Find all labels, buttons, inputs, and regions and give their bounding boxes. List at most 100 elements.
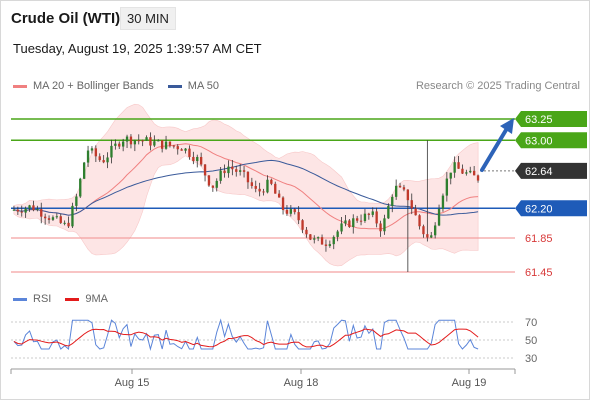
moving-averages xyxy=(13,143,479,230)
candle-106 xyxy=(426,140,429,242)
current-price-tag xyxy=(515,162,587,179)
candle-35 xyxy=(149,132,152,151)
candle-41 xyxy=(172,145,176,149)
candle-body-108 xyxy=(433,225,437,236)
candle-body-93 xyxy=(375,211,378,224)
candle-23 xyxy=(102,155,105,164)
candle-1 xyxy=(16,206,20,216)
candle-66 xyxy=(270,178,273,186)
candle-body-112 xyxy=(449,172,452,179)
candle-body-65 xyxy=(266,179,269,193)
candle-74 xyxy=(301,219,304,234)
candle-76 xyxy=(309,234,312,241)
timeframe-badge[interactable]: 30 MIN xyxy=(120,7,176,30)
candle-24 xyxy=(106,152,109,169)
rsi-ma-label: 9MA xyxy=(85,293,108,305)
ma50-label: MA 50 xyxy=(187,80,219,92)
candle-body-30 xyxy=(129,136,133,145)
legend-item-ma50: MA 50 xyxy=(167,80,219,92)
candle-30 xyxy=(129,134,133,149)
candle-99 xyxy=(398,182,402,188)
candle-96 xyxy=(387,203,390,219)
candle-87 xyxy=(352,214,355,234)
x-tick-label-1: Aug 18 xyxy=(284,377,319,389)
candle-body-81 xyxy=(328,244,332,246)
candlesticks xyxy=(12,132,480,272)
bollinger-bands xyxy=(13,103,479,267)
candle-119 xyxy=(476,174,480,183)
candle-31 xyxy=(133,139,137,152)
candle-body-5 xyxy=(32,205,35,211)
candle-54 xyxy=(223,164,226,178)
candle-36 xyxy=(153,135,156,148)
ma50-swatch xyxy=(167,84,182,88)
candle-92 xyxy=(371,207,374,218)
candle-47 xyxy=(196,154,199,168)
candle-body-77 xyxy=(313,238,316,240)
candle-body-6 xyxy=(36,209,39,211)
candle-body-94 xyxy=(379,223,382,232)
candle-100 xyxy=(402,184,406,192)
candle-91 xyxy=(367,212,371,220)
candle-94 xyxy=(379,220,382,237)
candle-51 xyxy=(211,185,215,192)
candle-body-2 xyxy=(20,211,23,213)
candle-25 xyxy=(110,139,113,164)
level-labels: 63.25 63.00 62.64 62.20 61.85 61.45 xyxy=(515,111,587,279)
candle-body-43 xyxy=(180,149,183,151)
forecast-arrow-head xyxy=(500,118,514,134)
candle-110 xyxy=(441,193,445,212)
candle-48 xyxy=(199,152,203,167)
candle-body-87 xyxy=(352,218,355,228)
candle-body-68 xyxy=(277,193,281,198)
resistance-text-1: 63.00 xyxy=(525,135,553,147)
candle-body-97 xyxy=(391,196,394,206)
candle-body-83 xyxy=(336,231,339,237)
candle-body-109 xyxy=(437,208,441,226)
candle-17 xyxy=(79,177,82,199)
source-credit: Research © 2025 Trading Central xyxy=(415,80,580,92)
candle-116 xyxy=(465,169,468,176)
rsi-swatch xyxy=(13,297,27,301)
candle-body-86 xyxy=(348,220,351,228)
chart-datetime: Tuesday, August 19, 2025 1:39:57 AM CET xyxy=(13,41,262,56)
candle-body-95 xyxy=(383,218,386,232)
candle-body-51 xyxy=(211,185,215,188)
candle-body-44 xyxy=(184,148,187,151)
candle-70 xyxy=(285,204,289,216)
candle-body-41 xyxy=(172,145,176,147)
candle-75 xyxy=(305,227,308,238)
candle-body-80 xyxy=(324,244,328,246)
current-price-text: 62.64 xyxy=(525,166,553,178)
candle-83 xyxy=(336,229,339,242)
candle-33 xyxy=(141,139,144,147)
candle-body-110 xyxy=(441,195,445,209)
rsi-ma-line xyxy=(13,328,479,348)
candle-37 xyxy=(157,139,160,142)
resistance-label-0: 63.25 xyxy=(515,111,587,127)
candle-56 xyxy=(231,160,234,176)
candle-body-46 xyxy=(192,156,195,162)
candle-body-38 xyxy=(160,140,164,149)
candle-body-111 xyxy=(445,178,449,196)
candle-body-104 xyxy=(418,215,421,227)
forecast-arrow-shaft xyxy=(480,128,508,172)
legend-item-rsi: RSI xyxy=(13,293,51,305)
candle-9 xyxy=(47,215,51,224)
candle-body-22 xyxy=(98,156,101,161)
candle-body-37 xyxy=(157,140,160,142)
indicator-legend: MA 20 + Bollinger Bands MA 50 xyxy=(13,80,233,92)
rsi-tick-70: 70 xyxy=(525,317,537,329)
candle-90 xyxy=(363,208,367,223)
candle-body-118 xyxy=(472,170,476,176)
candle-43 xyxy=(180,148,183,151)
candle-105 xyxy=(422,224,425,238)
candle-body-57 xyxy=(235,169,238,172)
candle-body-32 xyxy=(137,140,140,142)
candle-body-67 xyxy=(274,183,277,194)
candle-body-100 xyxy=(402,187,406,190)
candle-body-18 xyxy=(82,162,86,179)
candle-body-34 xyxy=(145,137,148,141)
candle-body-84 xyxy=(340,223,343,232)
candle-body-29 xyxy=(125,136,129,142)
